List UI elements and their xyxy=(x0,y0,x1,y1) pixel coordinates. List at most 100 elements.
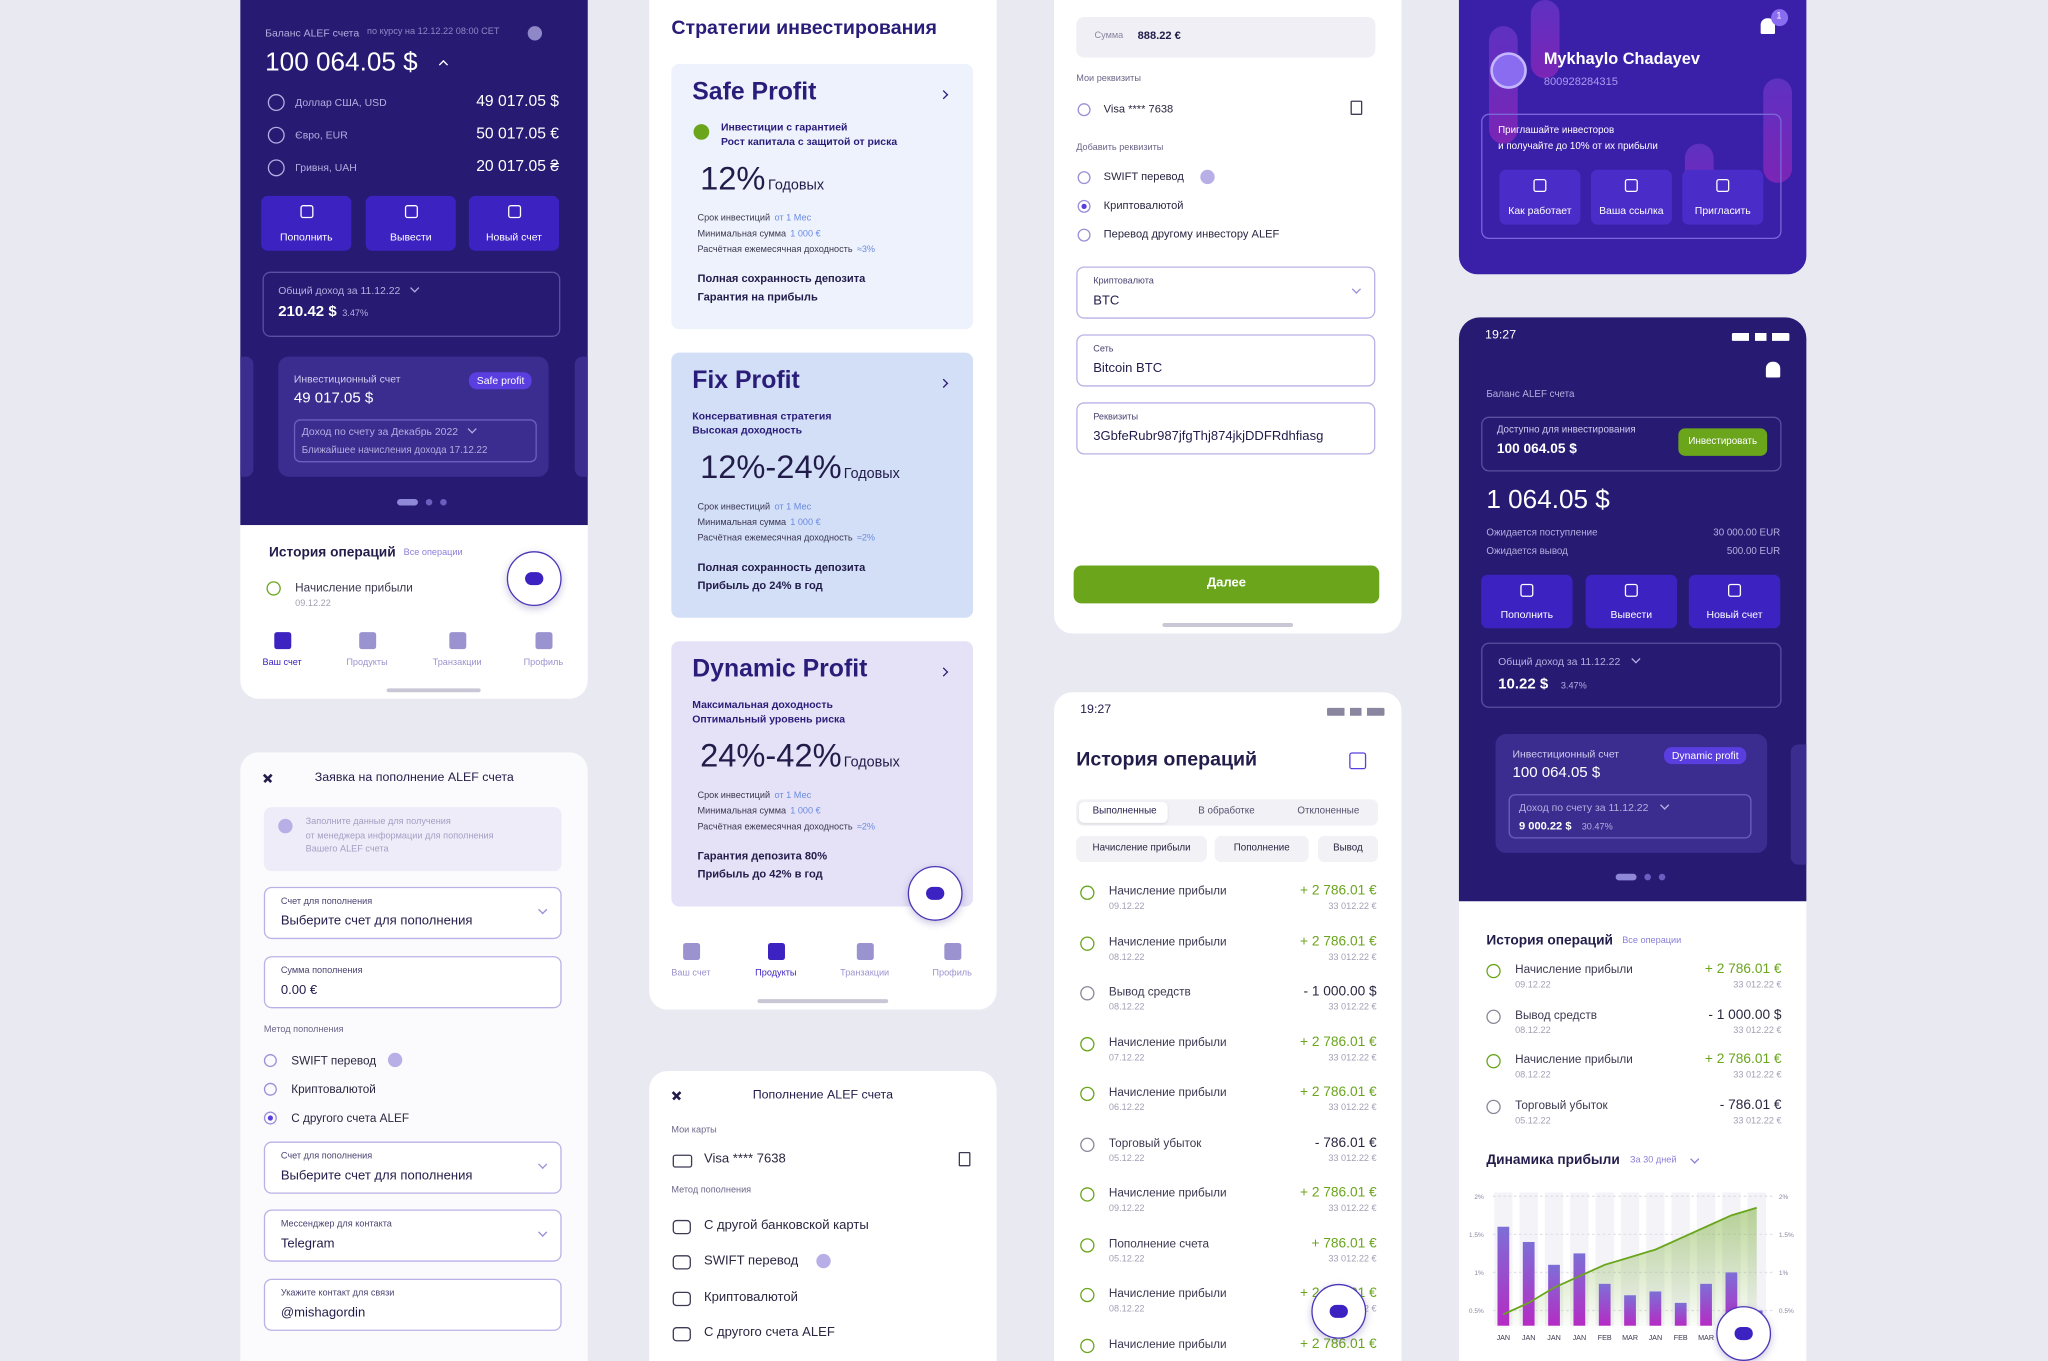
action-button[interactable] xyxy=(1481,574,1573,629)
nav-icon[interactable] xyxy=(274,632,292,650)
option-label: С другого счета ALEF xyxy=(291,1111,410,1125)
tab[interactable]: В обработке xyxy=(1198,804,1255,817)
nav-icon[interactable] xyxy=(683,943,701,960)
home-indicator xyxy=(386,688,481,693)
operation-name: Начисление прибыли xyxy=(1108,1085,1227,1099)
income-box[interactable] xyxy=(262,271,561,337)
button-label[interactable]: Инвестировать xyxy=(1688,434,1758,447)
primary-button[interactable] xyxy=(1073,565,1380,604)
currency-icon xyxy=(267,159,285,177)
strategy-card[interactable] xyxy=(671,641,974,907)
profile-name: Mykhaylo Chadayev xyxy=(1543,49,1700,68)
action-icon xyxy=(404,205,418,219)
operation-amount: + 2 786.01 € xyxy=(1299,882,1377,899)
action-button[interactable] xyxy=(261,195,352,251)
side-card xyxy=(574,356,588,477)
method-label[interactable]: С другого счета ALEF xyxy=(703,1325,835,1340)
nav-label[interactable]: Продукты xyxy=(346,658,388,668)
input-field[interactable] xyxy=(1076,334,1376,387)
input-field[interactable] xyxy=(263,1141,562,1194)
radio xyxy=(1077,199,1091,213)
input-field[interactable] xyxy=(263,886,562,940)
label: Доход по счету за Декабрь 2022 xyxy=(301,425,459,438)
input-field[interactable] xyxy=(263,1278,562,1331)
method-label[interactable]: SWIFT перевод xyxy=(703,1254,799,1269)
filter-label[interactable]: Вывод xyxy=(1333,841,1363,853)
input-field[interactable] xyxy=(1076,266,1376,319)
pager-dot xyxy=(1644,873,1651,881)
chat-icon xyxy=(1329,1304,1348,1318)
action-icon xyxy=(1716,178,1730,192)
currency-name: Євро, EUR xyxy=(295,129,348,142)
nav-label[interactable]: Профиль xyxy=(523,658,564,668)
strategy-card[interactable] xyxy=(671,63,974,330)
button-label[interactable]: Далее xyxy=(1206,575,1247,591)
nav-icon[interactable] xyxy=(944,943,962,960)
invite-text: и получайте до 10% от их прибыли xyxy=(1498,139,1658,152)
tab[interactable]: Выполненные xyxy=(1092,804,1157,817)
action-icon xyxy=(1727,583,1742,597)
input-field[interactable] xyxy=(263,1209,562,1262)
link[interactable]: Все операции xyxy=(1622,936,1682,946)
calendar-icon[interactable] xyxy=(1349,752,1367,770)
action-icon xyxy=(299,205,313,219)
action-button[interactable] xyxy=(1688,574,1781,629)
operation-icon xyxy=(1080,885,1095,900)
operation-icon xyxy=(1080,1287,1095,1303)
method-label[interactable]: Криптовалютой xyxy=(703,1289,798,1305)
nav-label[interactable]: Транзакции xyxy=(432,658,482,668)
operation-name: Начисление прибыли xyxy=(1108,1035,1227,1049)
available-box xyxy=(1481,416,1782,472)
nav-label[interactable]: Продукты xyxy=(755,969,797,979)
action-icon xyxy=(1520,583,1534,597)
filter-chip[interactable] xyxy=(1076,835,1207,863)
input-field[interactable] xyxy=(1076,402,1376,455)
operation-icon xyxy=(1486,1054,1501,1069)
filter-label[interactable]: Пополнение xyxy=(1233,841,1290,853)
action-label: Пригласить xyxy=(1694,205,1751,217)
nav-label[interactable]: Ваш счет xyxy=(671,969,711,979)
filter-chip[interactable] xyxy=(1317,835,1378,863)
tab[interactable]: Отклоненные xyxy=(1297,804,1360,817)
term-value: 1 000 € xyxy=(790,518,821,528)
label: Доступно для инвестирования xyxy=(1496,423,1636,435)
nav-label[interactable]: Ваш счет xyxy=(262,658,302,668)
card-name[interactable]: Visa **** 7638 xyxy=(703,1151,786,1167)
label: Доход по счету за 11.12.22 xyxy=(1519,801,1649,814)
action-button[interactable] xyxy=(1585,574,1678,629)
action-label: Вывести xyxy=(1610,608,1653,621)
filter-label[interactable]: Начисление прибыли xyxy=(1092,841,1191,853)
operation-name: Начисление прибыли xyxy=(1108,934,1227,948)
nav-label[interactable]: Профиль xyxy=(932,969,972,979)
guarantee: Полная сохранность депозита xyxy=(697,560,866,574)
operation-balance: 33 012.22 € xyxy=(1328,902,1377,912)
strategy-name: Safe Profit xyxy=(692,78,817,106)
input-field[interactable] xyxy=(263,956,562,1009)
avatar xyxy=(1490,52,1527,89)
action-button[interactable] xyxy=(468,195,560,251)
chat-button xyxy=(506,551,562,607)
action-label: Вывести xyxy=(389,231,432,243)
bell-icon[interactable] xyxy=(1765,361,1781,378)
nav-icon[interactable] xyxy=(359,632,377,650)
label: Ожидается вывод xyxy=(1486,544,1568,557)
nav-icon[interactable] xyxy=(767,943,785,960)
income-box[interactable] xyxy=(1481,642,1782,708)
nav-label[interactable]: Транзакции xyxy=(840,969,890,979)
action-button[interactable] xyxy=(365,195,456,251)
invest-button[interactable] xyxy=(1678,428,1768,456)
strategy-card[interactable] xyxy=(671,352,974,618)
action-label: Пополнить xyxy=(1500,608,1554,621)
nav-icon[interactable] xyxy=(856,943,874,960)
operation-balance: 33 012.22 € xyxy=(1733,1116,1782,1126)
nav-icon[interactable] xyxy=(449,632,467,650)
link[interactable]: Все операции xyxy=(403,548,463,558)
operation-icon xyxy=(1486,1009,1501,1024)
method-label[interactable]: С другой банковской карты xyxy=(703,1218,869,1233)
label: 49 017.05 $ xyxy=(293,390,374,407)
currency-amount: 49 017.05 $ xyxy=(476,91,560,110)
filter-chip[interactable] xyxy=(1214,835,1309,863)
term-label: Расчётная ежемесячная доходность xyxy=(697,534,853,544)
nav-icon[interactable] xyxy=(535,632,553,650)
label: Visa **** 7638 xyxy=(1103,101,1174,115)
